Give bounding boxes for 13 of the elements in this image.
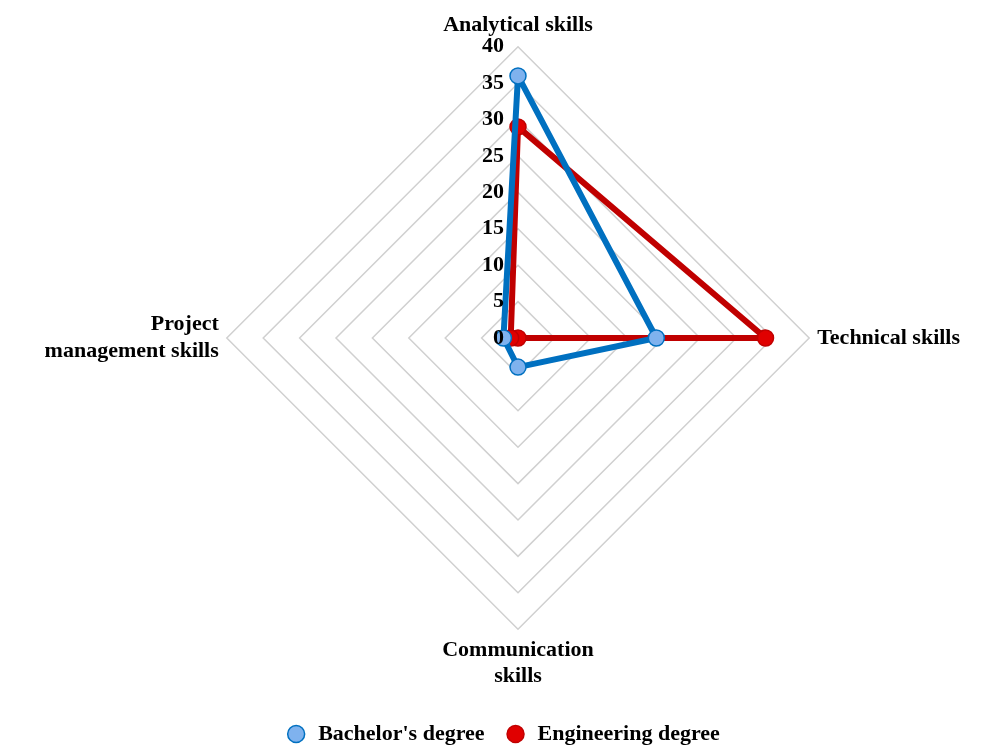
legend-label: Bachelor's degree	[318, 719, 485, 745]
legend-label: Engineering degree	[537, 719, 721, 745]
y-tick-label: 15	[482, 214, 504, 240]
spoke-label: Project management skills	[44, 310, 220, 362]
y-tick-label: 25	[482, 141, 504, 167]
y-tick-label: 35	[482, 68, 504, 94]
y-tick-label: 30	[482, 105, 504, 131]
y-tick-label: 10	[482, 250, 504, 276]
spoke-label: Communication skills	[442, 636, 594, 688]
y-tick-label: 20	[482, 178, 504, 204]
y-tick-label: 5	[493, 287, 504, 313]
spoke-label: Technical skills	[817, 323, 961, 349]
y-tick-label: 0	[493, 323, 504, 349]
